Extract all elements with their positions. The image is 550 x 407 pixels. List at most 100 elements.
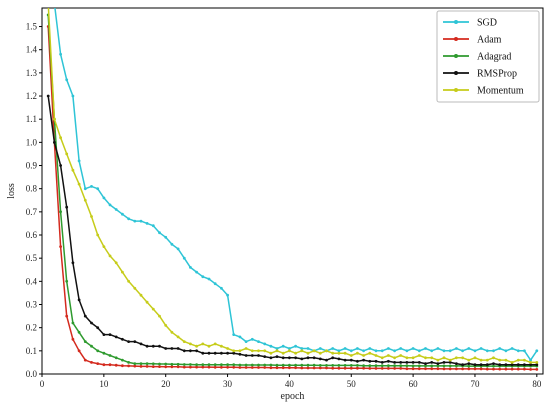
data-point-rmsprop — [492, 362, 495, 365]
data-point-rmsprop — [207, 351, 211, 355]
legend-box — [436, 10, 540, 103]
data-point-adam — [362, 366, 365, 370]
data-point-momentum — [158, 314, 161, 318]
data-point-rmsprop — [189, 349, 192, 353]
data-point-adagrad — [393, 364, 396, 368]
data-point-adagrad — [170, 362, 174, 366]
data-point-momentum — [306, 351, 310, 355]
data-point-momentum — [492, 356, 495, 360]
data-point-rmsprop — [368, 359, 372, 363]
data-point-sgd — [182, 256, 186, 260]
data-point-adagrad — [312, 363, 316, 367]
data-point-rmsprop — [294, 356, 297, 360]
data-point-adam — [207, 365, 211, 369]
data-point-rmsprop — [201, 351, 205, 355]
data-point-adam — [516, 367, 520, 371]
data-point-adagrad — [238, 363, 242, 367]
data-point-sgd — [362, 349, 365, 353]
data-point-momentum — [436, 358, 440, 362]
data-point-rmsprop — [461, 363, 464, 367]
data-point-momentum — [349, 354, 353, 357]
data-point-adam — [436, 367, 440, 371]
legend-item-momentum: Momentum — [443, 86, 524, 97]
data-point-rmsprop — [405, 361, 409, 364]
data-point-adam — [250, 366, 254, 369]
data-point-momentum — [455, 356, 458, 360]
x-tick-label: 20 — [161, 379, 171, 389]
x-tick-label: 60 — [409, 379, 419, 389]
x-tick-label: 0 — [40, 379, 45, 389]
data-point-sgd — [393, 349, 396, 353]
data-point-rmsprop — [504, 363, 508, 367]
data-point-momentum — [535, 361, 539, 364]
data-point-sgd — [498, 347, 502, 350]
y-axis-label: loss — [6, 183, 17, 199]
y-tick-label: 0.7 — [26, 207, 38, 217]
data-point-adam — [473, 367, 477, 371]
data-point-momentum — [102, 245, 106, 249]
data-point-adam — [213, 365, 217, 369]
data-point-adagrad — [424, 364, 427, 368]
data-point-momentum — [108, 254, 112, 258]
data-point-momentum — [65, 152, 69, 156]
data-point-adagrad — [59, 210, 62, 214]
data-point-rmsprop — [417, 361, 421, 364]
data-point-sgd — [424, 347, 427, 350]
data-point-momentum — [77, 182, 81, 186]
data-point-rmsprop — [411, 361, 415, 364]
legend-label: Adagrad — [477, 52, 511, 63]
data-point-sgd — [158, 231, 161, 235]
data-point-adam — [343, 366, 347, 370]
data-point-adagrad — [356, 364, 359, 367]
data-point-momentum — [485, 358, 489, 362]
data-point-momentum — [356, 351, 359, 355]
data-point-adagrad — [158, 362, 161, 366]
data-point-adam — [232, 365, 236, 369]
data-point-adagrad — [331, 364, 335, 367]
y-tick-label: 0.0 — [26, 369, 38, 379]
data-point-adam — [424, 367, 427, 371]
data-point-adam — [325, 366, 328, 370]
data-point-momentum — [83, 198, 87, 202]
data-point-adam — [139, 365, 143, 368]
data-point-sgd — [114, 208, 118, 211]
data-point-adam — [263, 366, 267, 369]
data-point-adagrad — [269, 363, 273, 367]
data-point-adam — [220, 365, 223, 369]
data-point-rmsprop — [71, 261, 75, 265]
data-point-sgd — [337, 349, 341, 353]
data-point-sgd — [343, 347, 347, 350]
data-point-momentum — [250, 349, 254, 353]
data-point-rmsprop — [455, 362, 458, 365]
data-point-rmsprop — [263, 355, 267, 358]
data-point-adagrad — [232, 363, 236, 367]
series-lines — [46, 8, 539, 371]
data-point-sgd — [232, 333, 236, 336]
data-point-rmsprop — [343, 358, 347, 362]
data-point-adam — [127, 364, 130, 368]
data-point-adam — [405, 367, 409, 371]
data-point-adam — [77, 349, 81, 353]
data-point-sgd — [189, 266, 192, 269]
data-point-momentum — [411, 356, 415, 360]
data-point-adam — [176, 365, 180, 369]
data-point-sgd — [65, 78, 69, 82]
data-point-adagrad — [127, 361, 130, 364]
y-tick-label: 1.1 — [26, 114, 37, 124]
data-point-sgd — [127, 217, 130, 221]
data-point-adam — [121, 364, 124, 368]
data-point-adam — [114, 363, 118, 367]
data-point-adam — [504, 367, 508, 371]
data-point-adagrad — [114, 356, 118, 360]
data-point-sgd — [121, 212, 124, 216]
data-point-sgd — [288, 347, 291, 350]
data-point-rmsprop — [535, 363, 539, 367]
data-point-rmsprop — [430, 361, 434, 364]
data-point-adam — [189, 365, 192, 369]
data-point-momentum — [151, 307, 155, 311]
data-point-rmsprop — [133, 340, 137, 343]
data-point-rmsprop — [281, 356, 285, 360]
data-point-sgd — [368, 347, 372, 350]
data-point-sgd — [269, 344, 273, 348]
data-point-adam — [164, 365, 168, 369]
